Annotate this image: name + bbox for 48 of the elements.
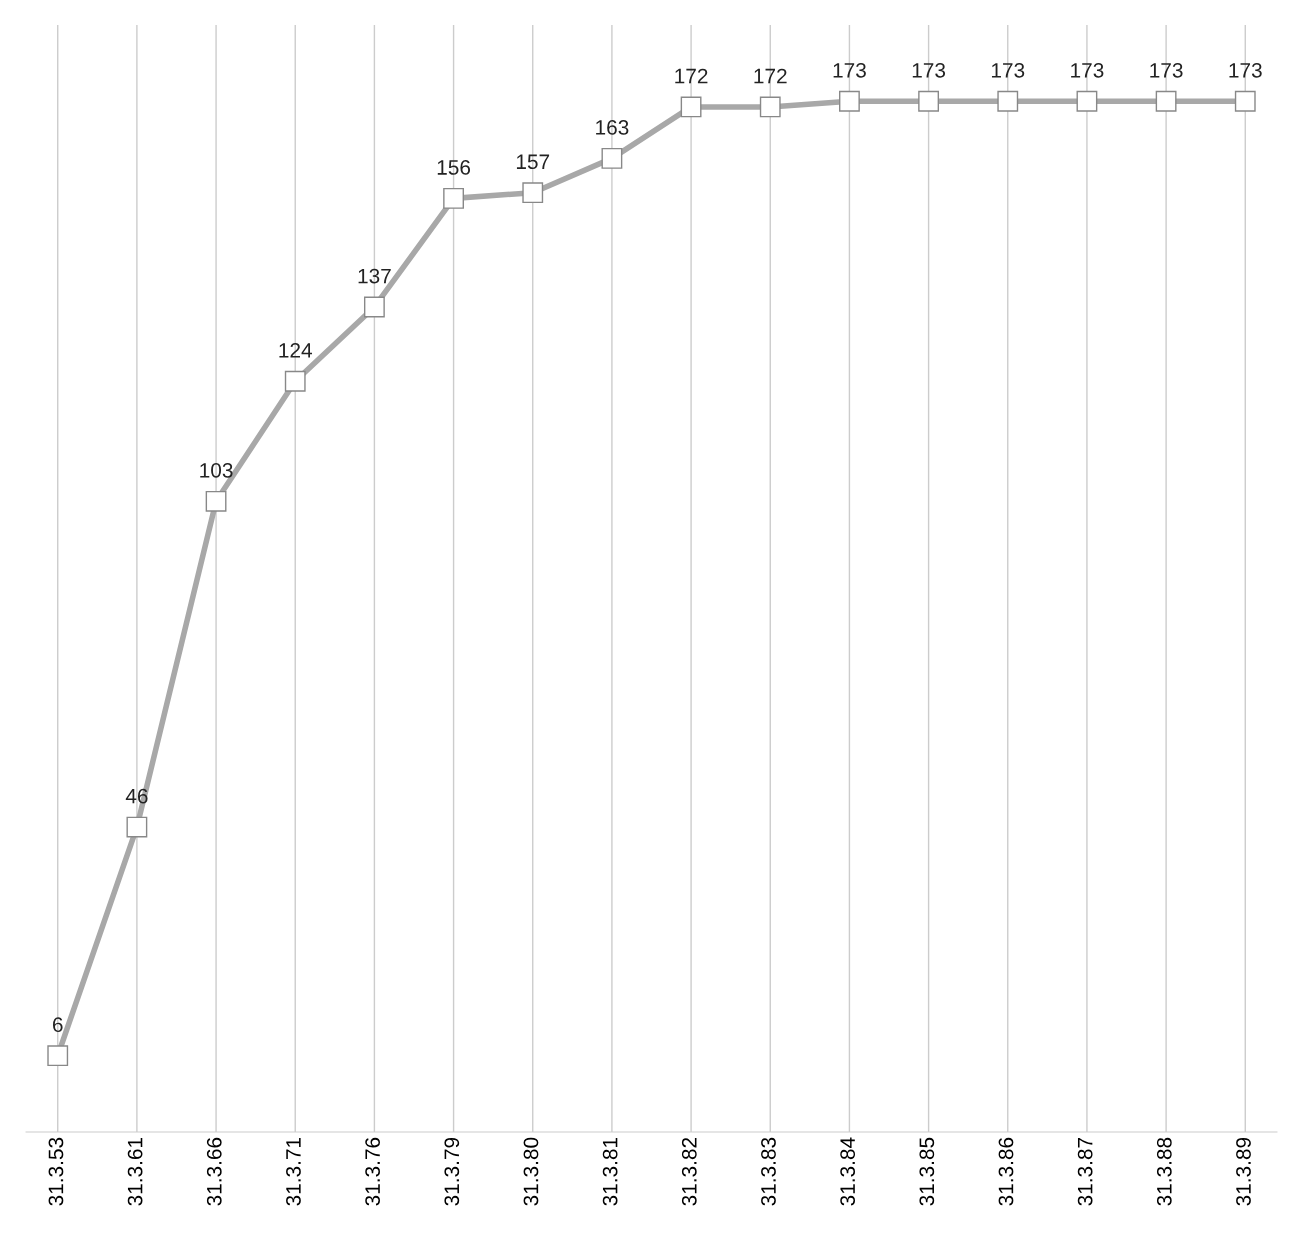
x-tick-label: 31.3.61 — [127, 1137, 143, 1206]
point — [1155, 90, 1177, 112]
data-label: 156 — [437, 160, 471, 175]
x-tick-label: 31.3.66 — [206, 1137, 222, 1206]
data-label: 124 — [279, 342, 313, 358]
x-tick-label: 31.3.87 — [1077, 1137, 1093, 1206]
data-label: 46 — [125, 788, 148, 804]
data-label: 173 — [1150, 62, 1183, 78]
x-tick-label: 31.3.89 — [1236, 1137, 1251, 1206]
data-label: 173 — [1229, 62, 1262, 78]
point — [284, 370, 306, 392]
point — [363, 296, 385, 318]
point — [918, 90, 940, 112]
x-tick-label: 31.3.76 — [365, 1137, 380, 1206]
data-label: 163 — [596, 120, 629, 135]
x-tick-label: 31.3.88 — [1156, 1137, 1172, 1206]
x-tick-label: 31.3.82 — [681, 1137, 697, 1206]
x-tick-label: 31.3.83 — [761, 1137, 776, 1206]
point — [205, 490, 227, 512]
point — [680, 96, 702, 118]
x-tick-label: 31.3.86 — [998, 1137, 1014, 1206]
data-label: 157 — [516, 154, 550, 170]
data-label: 173 — [833, 62, 866, 78]
data-label: 172 — [675, 68, 708, 84]
point — [997, 90, 1019, 112]
point — [601, 147, 623, 169]
point — [126, 816, 148, 838]
x-tick-label: 31.3.84 — [840, 1137, 856, 1206]
x-tick-label: 31.3.85 — [919, 1137, 935, 1206]
data-label: 173 — [912, 62, 946, 78]
data-label: 6 — [52, 1017, 63, 1033]
data-label: 173 — [1071, 62, 1104, 78]
x-tick-label: 31.3.80 — [523, 1137, 539, 1206]
point — [1076, 90, 1098, 112]
point — [759, 96, 781, 118]
data-label: 137 — [358, 268, 391, 284]
data-label: 103 — [200, 462, 233, 478]
data-label: 172 — [754, 68, 787, 84]
point — [839, 90, 860, 112]
point — [443, 187, 464, 209]
point — [1234, 90, 1256, 112]
x-tick-label: 31.3.79 — [444, 1137, 460, 1206]
x-tick-label: 31.3.71 — [286, 1137, 301, 1206]
x-tick-label: 31.3.81 — [602, 1137, 618, 1206]
point — [47, 1045, 69, 1067]
point — [522, 182, 544, 204]
x-tick-label: 31.3.53 — [48, 1137, 64, 1206]
data-label: 173 — [991, 62, 1025, 78]
